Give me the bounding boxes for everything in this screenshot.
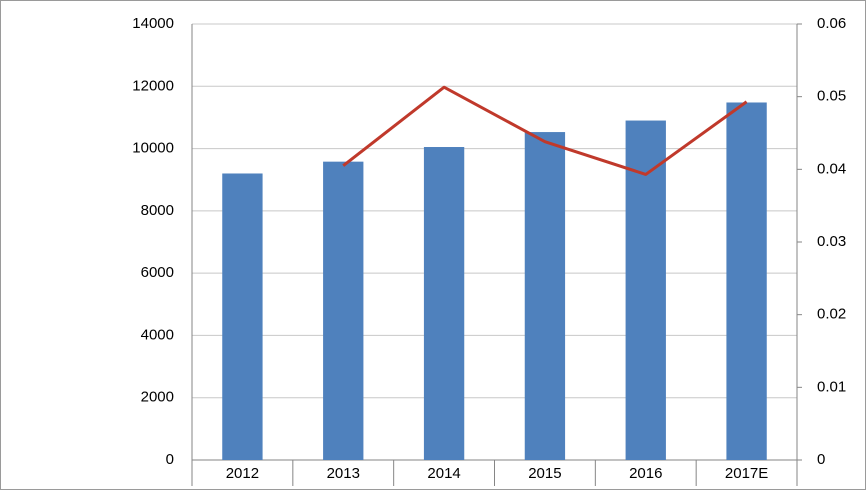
y2-tick-label: 0.03: [817, 233, 846, 250]
y-tick-label: 14000: [132, 15, 174, 32]
y2-tick-label: 0.06: [817, 15, 846, 32]
y2-tick-label: 0: [817, 451, 825, 468]
x-tick-label: 2016: [629, 465, 662, 482]
y2-tick-label: 0.02: [817, 306, 846, 323]
y-tick-label: 8000: [141, 202, 174, 219]
bar: [726, 102, 767, 460]
x-tick-label: 2015: [528, 465, 561, 482]
y2-tick-label: 0.04: [817, 160, 846, 177]
x-tick-label: 2013: [327, 465, 360, 482]
x-tick-label: 2017E: [725, 465, 768, 482]
bar: [222, 173, 263, 460]
bar: [625, 120, 666, 461]
x-tick-label: 2014: [427, 465, 460, 482]
y-tick-label: 0: [166, 451, 174, 468]
y2-tick-label: 0.01: [817, 378, 846, 395]
bar: [524, 132, 566, 460]
y-tick-label: 6000: [141, 264, 174, 281]
line: [342, 85, 748, 176]
y-tick-label: 4000: [141, 326, 174, 343]
y-tick-label: 10000: [132, 140, 174, 157]
y-tick-label: 2000: [141, 389, 174, 406]
bar: [423, 147, 465, 460]
x-tick-label: 2012: [226, 465, 259, 482]
y2-tick-label: 0.05: [817, 88, 846, 105]
y-tick-label: 12000: [132, 77, 174, 94]
bar: [323, 161, 364, 460]
